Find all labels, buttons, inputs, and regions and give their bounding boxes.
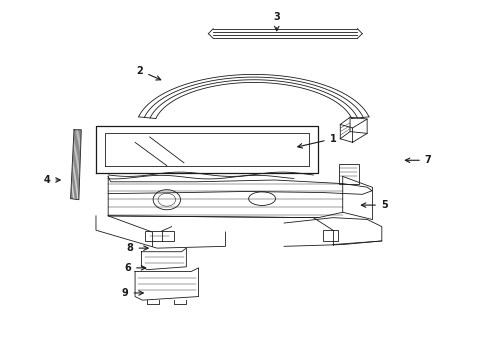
Bar (339, 164, 359, 184)
Text: 7: 7 (405, 155, 432, 165)
Text: 1: 1 (298, 134, 336, 148)
Text: 5: 5 (362, 200, 388, 210)
Bar (323, 230, 338, 241)
Text: 8: 8 (127, 243, 148, 253)
Text: 3: 3 (273, 12, 280, 31)
Text: 9: 9 (122, 288, 143, 298)
Text: 2: 2 (137, 66, 161, 80)
Text: 6: 6 (124, 263, 146, 273)
Bar (145, 231, 174, 241)
Text: 4: 4 (44, 175, 60, 185)
